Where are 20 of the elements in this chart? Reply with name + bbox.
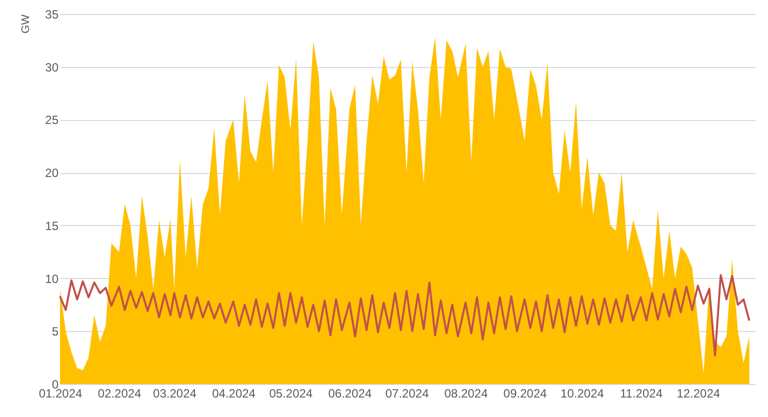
- x-tick-label: 07.2024: [385, 386, 430, 400]
- x-tick-label: 09.2024: [503, 386, 548, 400]
- y-tick-label: 20: [45, 166, 59, 180]
- x-tick-label: 12.2024: [676, 386, 720, 400]
- y-axis-title: GW: [20, 14, 32, 34]
- y-tick-label: 10: [45, 272, 59, 286]
- x-tick-label: 10.2024: [560, 386, 604, 400]
- y-tick-label: 30: [45, 60, 59, 74]
- x-tick-label: 02.2024: [98, 386, 142, 400]
- y-tick-label: 35: [45, 8, 59, 22]
- x-tick-label: 08.2024: [444, 386, 488, 400]
- y-tick-label: 15: [45, 218, 59, 233]
- x-tick-label: 04.2024: [212, 386, 256, 400]
- x-tick-label: 06.2024: [328, 386, 372, 400]
- x-tick-label: 03.2024: [153, 386, 197, 400]
- y-tick-label: 5: [52, 324, 59, 339]
- x-tick-label: 11.2024: [620, 386, 663, 400]
- line-series: [59, 274, 750, 356]
- y-tick-label: 25: [45, 113, 59, 128]
- x-tick-label: 05.2024: [269, 386, 313, 400]
